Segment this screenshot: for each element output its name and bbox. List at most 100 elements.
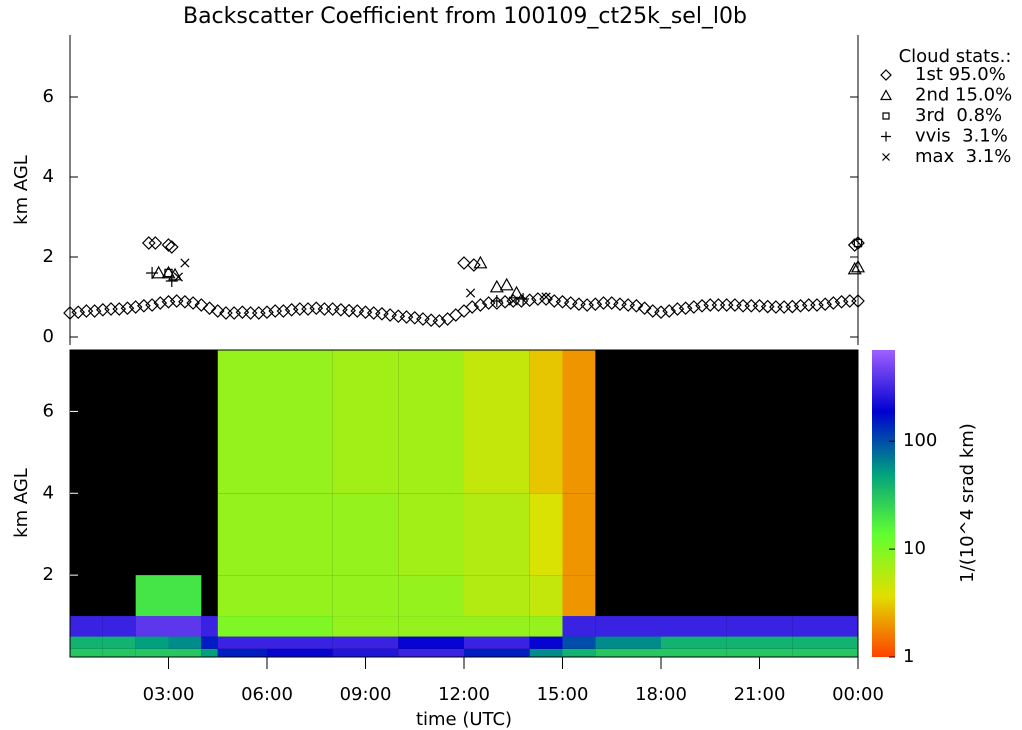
marker — [457, 256, 471, 270]
y-tick-label: 6 — [43, 400, 54, 421]
heat-cell — [168, 575, 202, 617]
marker — [851, 294, 865, 308]
marker — [399, 310, 414, 324]
x-axis-label: time (UTC) — [416, 709, 512, 730]
marker — [662, 304, 677, 318]
marker — [728, 298, 742, 312]
marker — [686, 300, 701, 314]
marker — [164, 240, 179, 254]
legend-symbol — [880, 69, 892, 81]
marker — [334, 302, 348, 317]
y-tick-label: 6 — [43, 86, 54, 107]
marker — [489, 279, 504, 293]
marker — [432, 314, 447, 328]
marker — [260, 305, 274, 320]
marker — [148, 236, 163, 250]
heat-cell — [398, 636, 464, 649]
marker — [120, 301, 135, 316]
heat-cell — [102, 636, 136, 649]
marker — [202, 301, 217, 316]
heat-cell — [464, 493, 530, 576]
marker — [71, 305, 86, 320]
marker — [810, 298, 824, 312]
legend-label: 2nd 15.0% — [915, 85, 1012, 106]
marker — [383, 308, 397, 322]
heat-cell — [217, 493, 267, 576]
marker — [769, 300, 783, 314]
marker — [580, 298, 594, 312]
heat-cell — [661, 636, 727, 649]
heat-cell — [398, 350, 464, 494]
heat-cell — [792, 648, 858, 657]
heat-cell — [102, 648, 136, 657]
marker — [145, 298, 159, 312]
heat-cell — [529, 636, 563, 649]
marker — [818, 297, 833, 312]
marker — [744, 298, 759, 313]
marker — [847, 238, 862, 252]
marker — [358, 305, 373, 320]
marker — [555, 294, 570, 309]
marker — [572, 297, 586, 312]
colorbar — [872, 350, 895, 657]
marker — [317, 302, 332, 316]
heat-cell — [398, 648, 464, 657]
heat-cell — [217, 648, 267, 657]
x-tick-label: 21:00 — [734, 684, 786, 705]
marker — [853, 238, 863, 248]
x-tick-label: 18:00 — [635, 684, 687, 705]
marker — [777, 300, 791, 314]
heat-cell — [398, 493, 464, 576]
marker — [235, 305, 250, 320]
legend-title: Cloud stats.: — [899, 46, 1012, 67]
heat-cell — [267, 493, 333, 576]
heat-cell — [201, 636, 218, 649]
marker — [801, 298, 816, 312]
marker — [104, 302, 118, 316]
marker — [678, 301, 693, 316]
marker — [703, 298, 718, 312]
heat-cell — [332, 350, 399, 494]
marker — [276, 304, 291, 318]
marker — [366, 306, 381, 320]
marker — [448, 308, 463, 322]
marker — [251, 306, 266, 320]
legend-symbol — [879, 89, 893, 101]
marker — [541, 292, 551, 302]
legend-label: vvis 3.1% — [915, 126, 1008, 147]
marker — [165, 275, 178, 287]
marker — [654, 305, 668, 320]
heat-cell — [70, 648, 103, 657]
marker — [375, 306, 389, 321]
heat-cell — [135, 636, 169, 649]
marker — [719, 298, 734, 312]
marker — [711, 298, 726, 312]
marker — [416, 312, 430, 326]
heat-cell — [332, 493, 399, 576]
marker — [178, 294, 192, 309]
marker — [508, 296, 518, 306]
x-tick-label: 09:00 — [340, 684, 392, 705]
heat-cell — [267, 350, 333, 494]
heat-cell — [135, 575, 169, 617]
heat-cell — [135, 648, 169, 657]
marker — [517, 293, 530, 305]
marker — [467, 258, 481, 272]
y-tick-label: 2 — [43, 564, 54, 585]
heat-cell — [562, 636, 596, 649]
heat-cell — [332, 616, 399, 637]
y-tick-label: 2 — [43, 246, 54, 267]
chart-title: Backscatter Coefficient from 100109_ct25… — [183, 4, 747, 29]
marker — [194, 298, 209, 312]
heat-cell — [595, 636, 661, 649]
legend-label: 3rd 0.8% — [915, 105, 1002, 126]
heat-cell — [464, 350, 530, 494]
marker — [826, 296, 841, 310]
marker — [465, 288, 476, 298]
heat-cell — [217, 575, 267, 617]
marker — [350, 304, 365, 318]
heat-cell — [595, 616, 661, 637]
marker — [842, 294, 857, 308]
marker — [645, 304, 660, 318]
heat-cell — [217, 636, 267, 649]
